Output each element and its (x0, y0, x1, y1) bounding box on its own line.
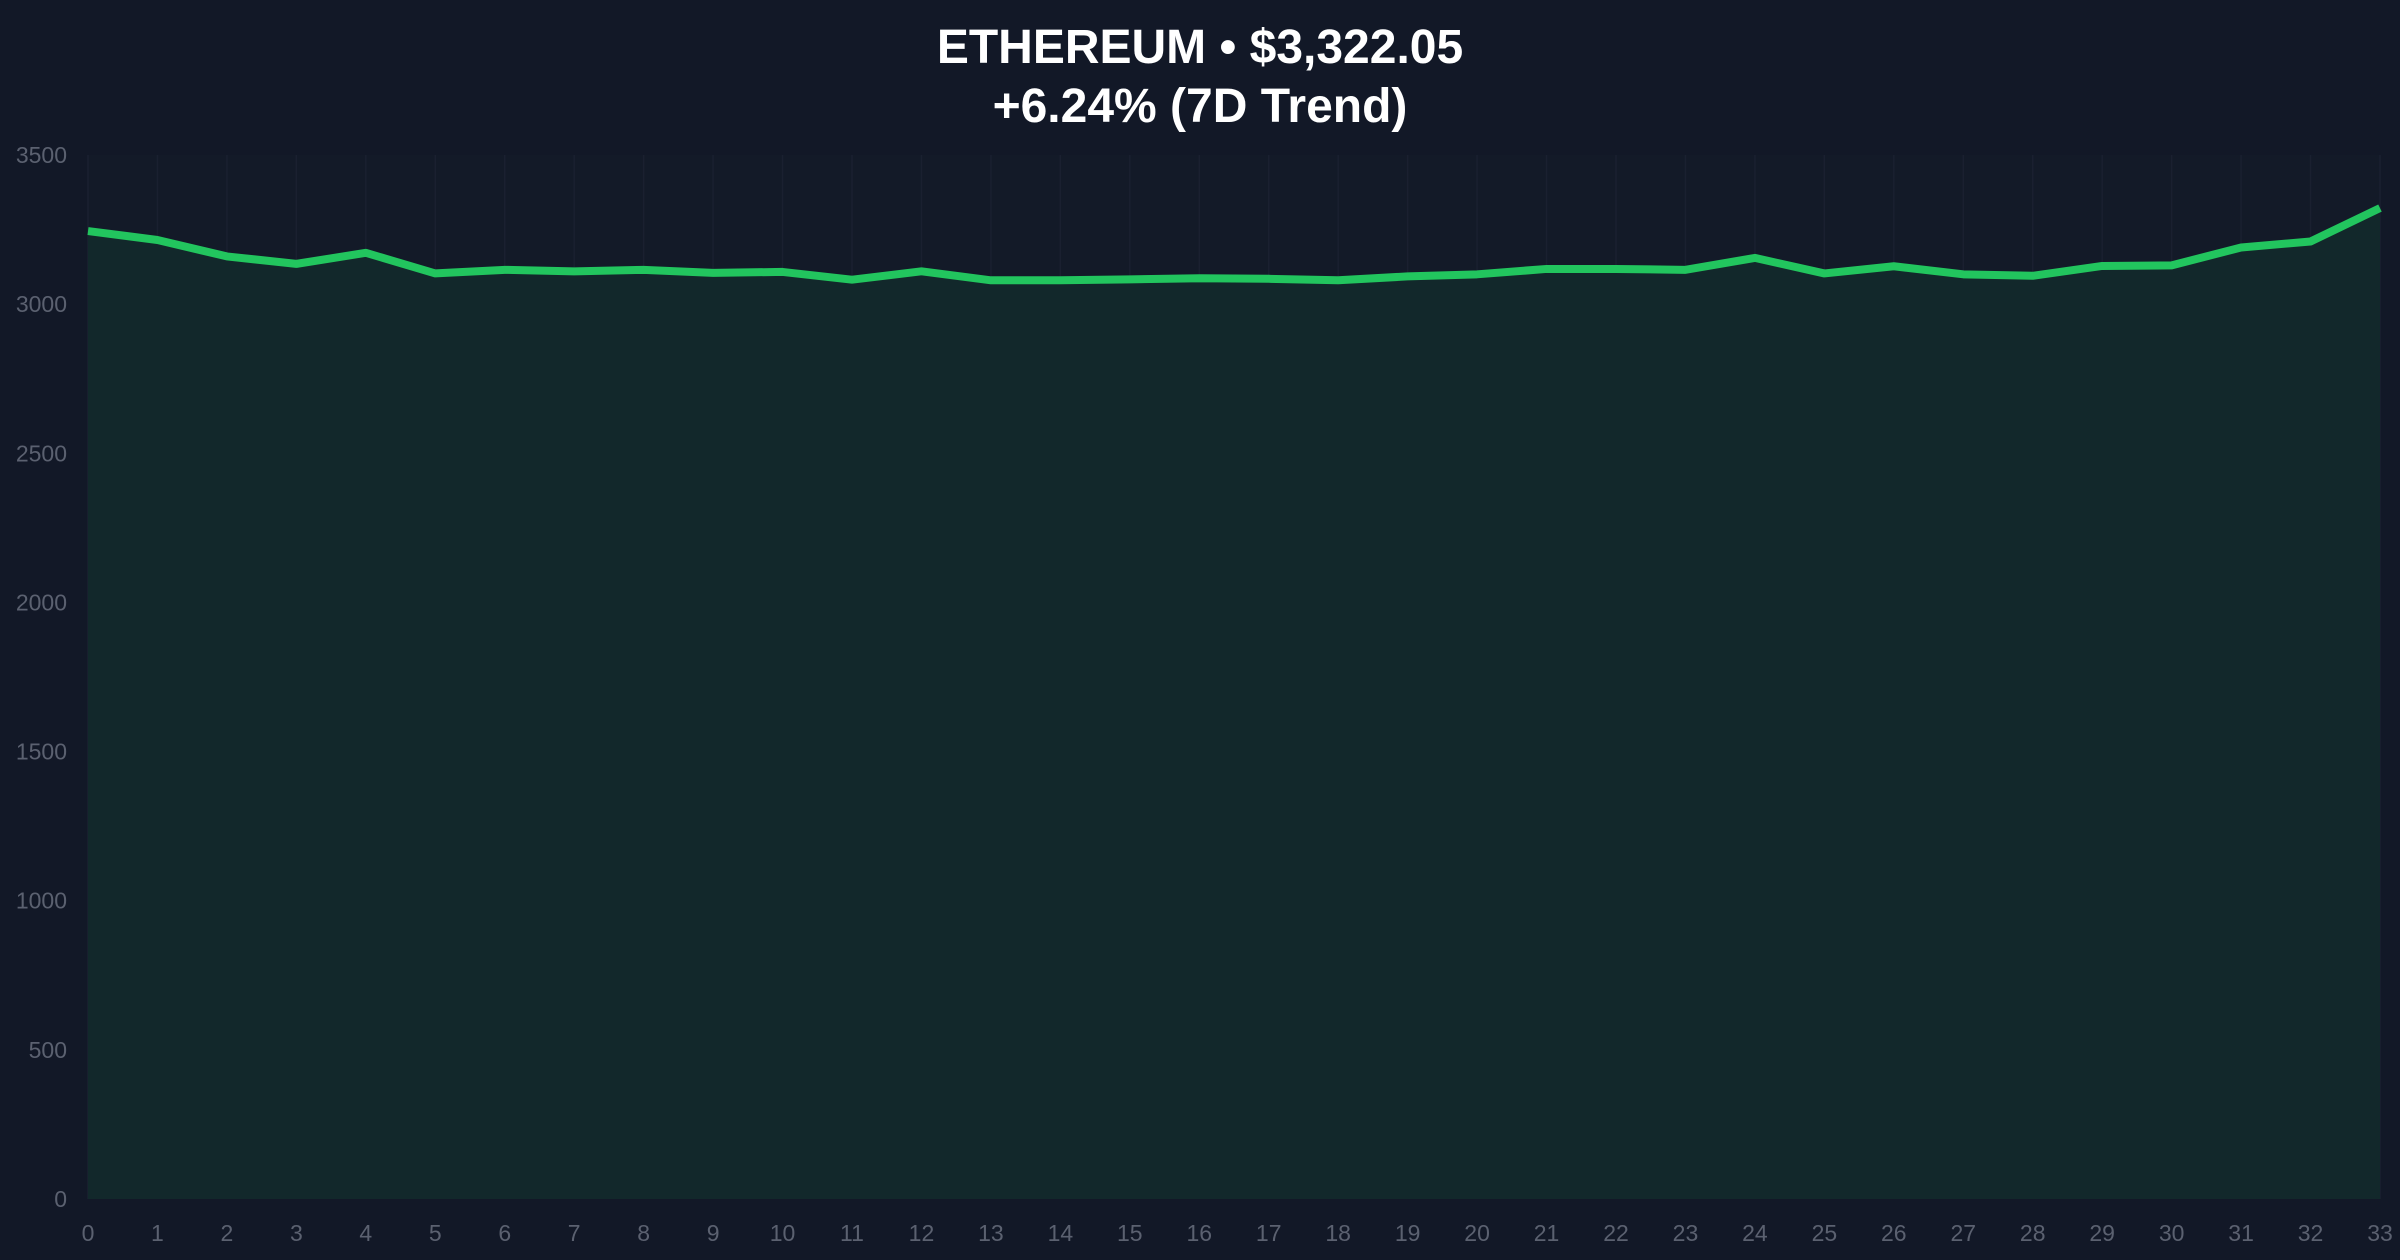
x-tick-label: 11 (840, 1220, 864, 1246)
x-tick-label: 2 (221, 1220, 234, 1246)
x-tick-label: 31 (2228, 1220, 2254, 1246)
x-tick-label: 17 (1256, 1220, 1282, 1246)
y-tick-label: 1000 (16, 888, 67, 914)
y-tick-label: 3000 (16, 291, 67, 317)
x-tick-label: 27 (1950, 1220, 1976, 1246)
x-tick-label: 3 (290, 1220, 303, 1246)
x-tick-label: 5 (429, 1220, 442, 1246)
x-tick-label: 29 (2089, 1220, 2115, 1246)
x-tick-label: 7 (568, 1220, 581, 1246)
y-tick-label: 1500 (16, 739, 67, 765)
x-tick-label: 26 (1881, 1220, 1907, 1246)
x-tick-label: 12 (909, 1220, 935, 1246)
x-tick-label: 9 (707, 1220, 720, 1246)
x-tick-label: 30 (2159, 1220, 2185, 1246)
x-tick-label: 8 (637, 1220, 650, 1246)
x-tick-label: 13 (978, 1220, 1004, 1246)
y-tick-label: 500 (29, 1037, 67, 1063)
x-tick-label: 16 (1186, 1220, 1212, 1246)
x-tick-label: 19 (1395, 1220, 1421, 1246)
x-tick-label: 18 (1325, 1220, 1351, 1246)
chart-title: ETHEREUM • $3,322.05 (937, 21, 1463, 74)
x-tick-label: 4 (359, 1220, 372, 1246)
x-tick-label: 20 (1464, 1220, 1490, 1246)
x-tick-label: 0 (82, 1220, 95, 1246)
x-tick-label: 15 (1117, 1220, 1143, 1246)
x-tick-label: 14 (1048, 1220, 1074, 1246)
x-tick-label: 21 (1534, 1220, 1560, 1246)
series-area (88, 208, 2380, 1199)
x-tick-label: 22 (1603, 1220, 1629, 1246)
y-tick-label: 3500 (16, 142, 67, 168)
x-tick-label: 28 (2020, 1220, 2046, 1246)
x-tick-label: 23 (1673, 1220, 1699, 1246)
y-tick-label: 0 (54, 1186, 67, 1212)
x-tick-label: 33 (2367, 1220, 2393, 1246)
x-tick-label: 6 (498, 1220, 511, 1246)
chart-subtitle: +6.24% (7D Trend) (993, 80, 1408, 133)
y-tick-label: 2000 (16, 589, 67, 615)
y-tick-label: 2500 (16, 440, 67, 466)
x-tick-label: 32 (2298, 1220, 2324, 1246)
x-tick-label: 25 (1812, 1220, 1838, 1246)
x-tick-label: 1 (151, 1220, 164, 1246)
x-tick-label: 10 (770, 1220, 796, 1246)
series-line (87, 204, 2382, 285)
x-tick-label: 24 (1742, 1220, 1768, 1246)
